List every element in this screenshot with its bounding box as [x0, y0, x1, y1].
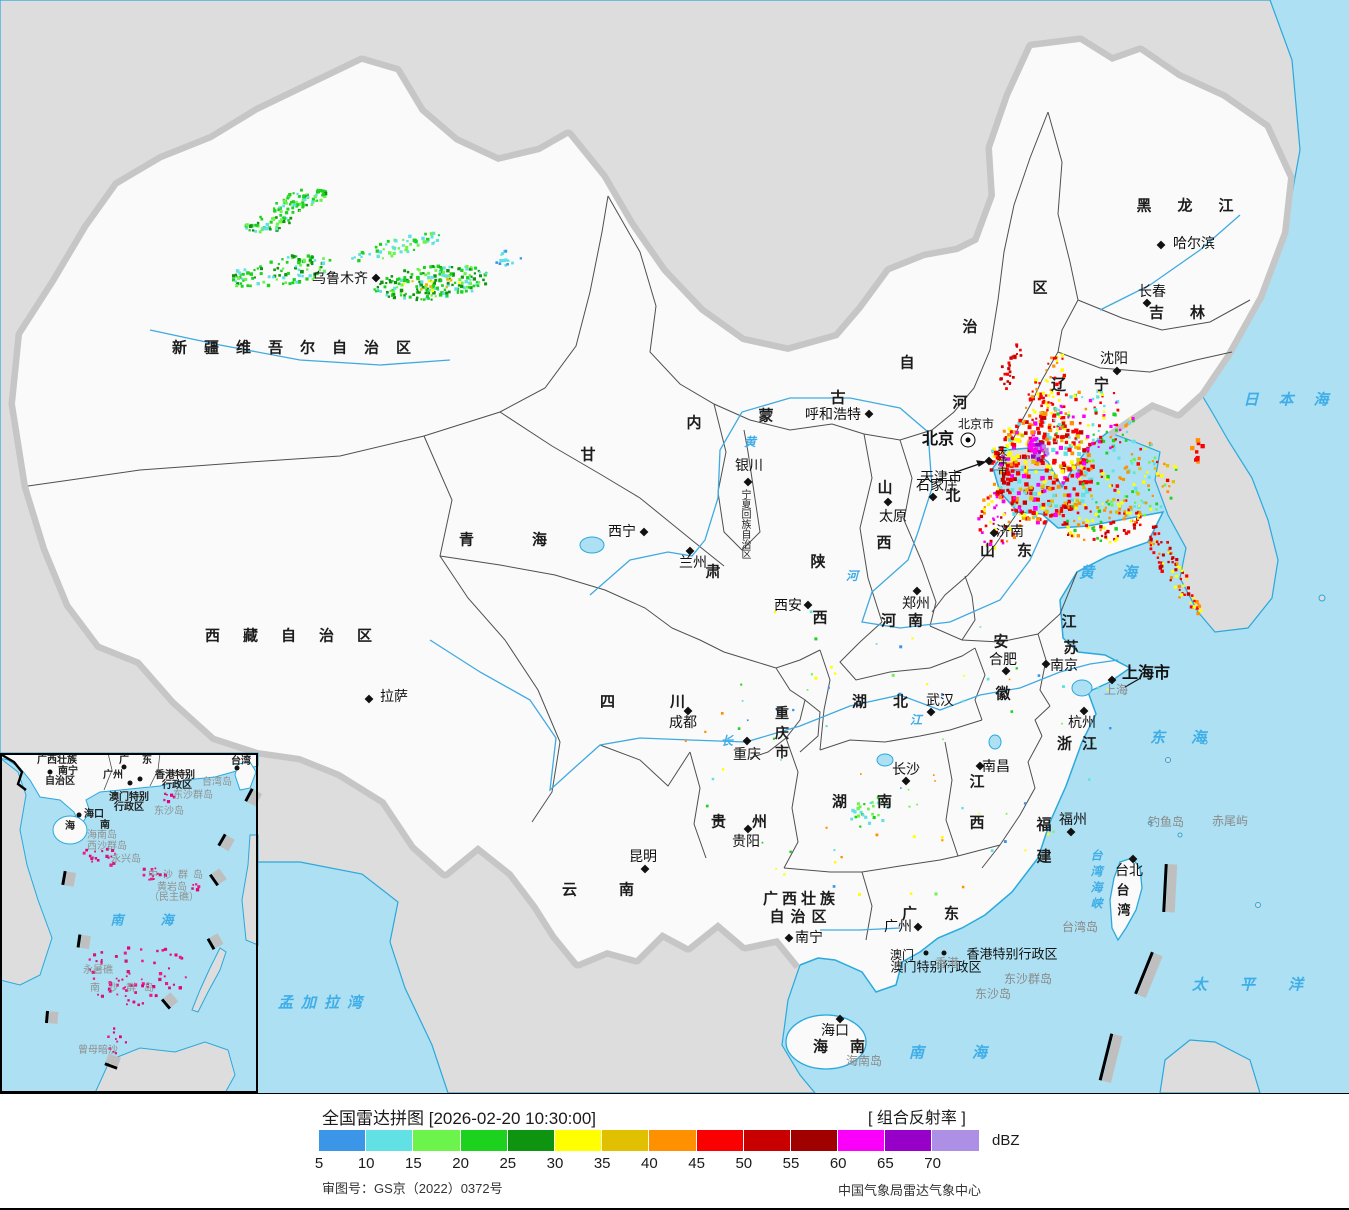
china-radar-map: 黑龙江 吉林 辽宁内蒙古自治区河北山西山东 河南陕西甘肃青海 新疆维吾尔自治区 西藏自治区… [0, 0, 1349, 1093]
inset-borneo [94, 1041, 236, 1093]
legend-title: 全国雷达拼图 [2026-02-20 10:30:00] [322, 1109, 597, 1128]
scale-tick-60: 60 [829, 1155, 847, 1172]
inset-hainan [52, 815, 88, 845]
china-coastline [799, 431, 1165, 993]
color-scale-bar [319, 1130, 980, 1151]
color-scale-segment-25 [507, 1130, 555, 1151]
map-canvas [0, 0, 1349, 1093]
scale-tick-30: 30 [546, 1155, 564, 1172]
color-scale-segment-20 [460, 1130, 508, 1151]
color-scale-segment-55 [790, 1130, 839, 1151]
color-scale-segment-15 [413, 1130, 461, 1151]
legend-approval-number: 审图号：GS京（2022）0372号 [322, 1181, 503, 1196]
legend-unit: dBZ [992, 1132, 1020, 1149]
china-landmass [15, 42, 1288, 992]
scale-tick-15: 15 [405, 1155, 422, 1172]
hainan-island [785, 1014, 867, 1070]
color-scale-segment-70 [932, 1130, 980, 1151]
scale-tick-25: 25 [499, 1155, 517, 1172]
scale-tick-65: 65 [877, 1155, 894, 1172]
scale-tick-35: 35 [593, 1155, 611, 1172]
scale-tick-5: 5 [314, 1155, 324, 1172]
legend-product-label: [ 组合反射率 ] [868, 1110, 966, 1127]
inset-island-clusters [82, 792, 201, 1055]
inset-province-line [103, 752, 161, 791]
inset-nine-dash-line [44, 788, 262, 1070]
color-scale-segment-50 [743, 1130, 791, 1151]
color-scale-segment-60 [838, 1130, 886, 1151]
scale-tick-45: 45 [688, 1155, 705, 1172]
scale-tick-40: 40 [641, 1155, 658, 1172]
taiwan-island [1109, 857, 1143, 942]
scale-tick-20: 20 [452, 1155, 469, 1172]
scale-tick-70: 70 [924, 1155, 941, 1172]
color-scale-segment-65 [885, 1130, 933, 1151]
south-china-sea-inset [0, 752, 262, 1093]
inset-taiwan [234, 761, 257, 791]
legend-panel: 全国雷达拼图 [2026-02-20 10:30:00] [ 组合反射率 ] d… [0, 1093, 1349, 1208]
color-scale-segment-40 [649, 1130, 697, 1151]
color-scale-segment-5 [319, 1130, 367, 1151]
inset-palawan [191, 947, 227, 1013]
color-scale-segment-45 [696, 1130, 744, 1151]
scale-tick-10: 10 [357, 1155, 375, 1172]
luzon-island [1159, 1039, 1261, 1093]
inset-border [0, 753, 258, 1093]
province-borders [27, 111, 1251, 941]
color-scale-segment-30 [554, 1130, 603, 1151]
radar-echoes [232, 188, 1205, 897]
scale-tick-55: 55 [782, 1155, 800, 1172]
nine-dash-segments [1098, 863, 1178, 1083]
islets [1147, 594, 1326, 908]
label-arrows [955, 460, 1140, 688]
color-scale-segment-10 [366, 1130, 414, 1151]
legend-agency: 中国气象局雷达气象中心 [838, 1183, 982, 1198]
lakes [579, 536, 1093, 767]
inset-national-border [1, 753, 27, 791]
color-scale-segment-35 [602, 1130, 650, 1151]
scale-tick-50: 50 [735, 1155, 753, 1172]
